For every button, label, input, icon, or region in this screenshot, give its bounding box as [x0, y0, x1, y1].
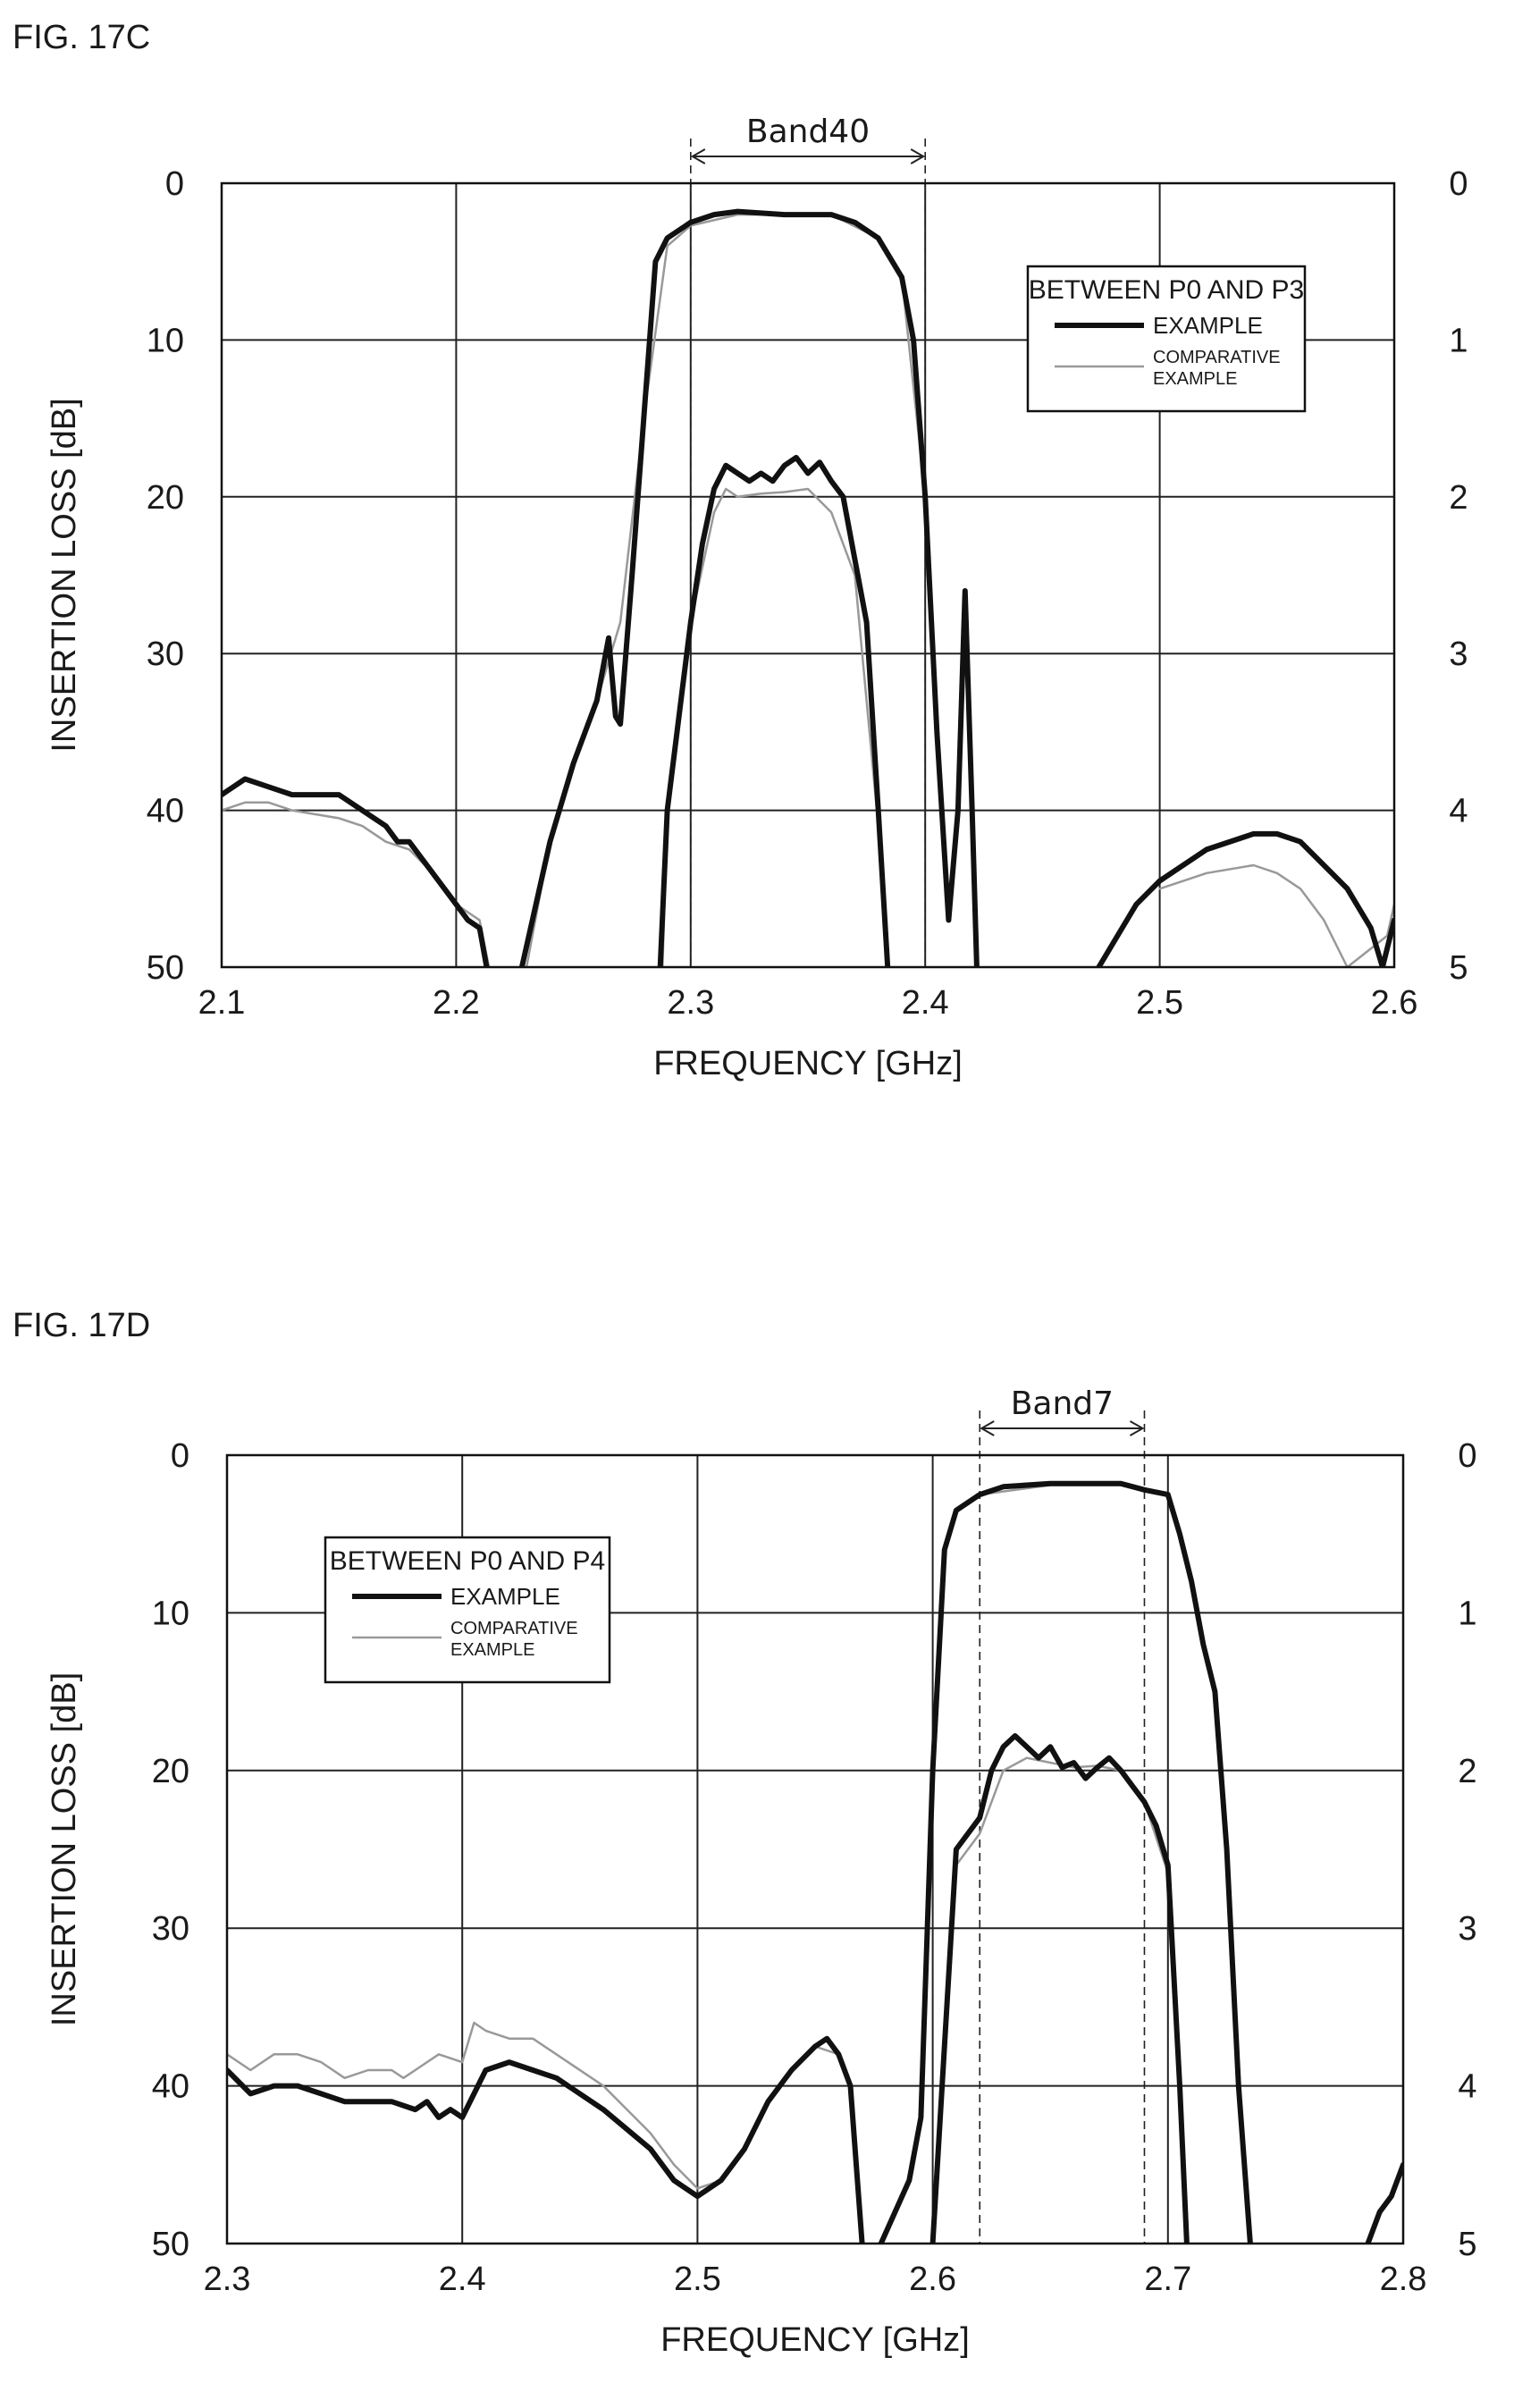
series-example-left-axis — [1096, 830, 1394, 967]
y-tick-label-right: 1 — [1449, 322, 1468, 359]
series-example-left-axis — [1365, 2161, 1403, 2244]
legend-label-comparative-line2: EXAMPLE — [450, 1640, 534, 1660]
series-example-left-axis — [518, 208, 980, 967]
y-tick-label-right: 5 — [1449, 949, 1468, 987]
y-axis-title: INSERTION LOSS [dB] — [46, 1672, 83, 2026]
x-tick-label: 2.6 — [909, 2261, 956, 2298]
y-axis-title: INSERTION LOSS [dB] — [46, 398, 83, 752]
series-example-right-axis — [657, 454, 891, 967]
y-tick-label-left: 30 — [147, 636, 184, 673]
plot-frame — [225, 1453, 1405, 2245]
series-example-right-axis — [929, 1733, 1190, 2244]
y-tick-label-right: 3 — [1458, 1910, 1476, 1948]
y-tick-label-right: 1 — [1458, 1595, 1476, 1632]
y-tick-label-right: 2 — [1458, 1753, 1476, 1790]
series-group — [227, 1480, 1403, 2244]
y-tick-label-left: 40 — [147, 793, 184, 830]
y-tick-label-left: 40 — [152, 2068, 189, 2106]
legend: BETWEEN P0 AND P3 EXAMPLE COMPARATIVE EXAMP… — [1026, 265, 1307, 413]
y-tick-label-right: 4 — [1449, 793, 1468, 830]
legend-box — [324, 1536, 611, 1684]
series-example-left-axis — [227, 2035, 865, 2244]
series-example-left-axis — [222, 776, 490, 967]
x-tick-label: 2.5 — [674, 2261, 721, 2298]
x-tick-label: 2.6 — [1371, 984, 1418, 1022]
x-tick-label: 2.3 — [667, 984, 714, 1022]
y-tick-label-right: 4 — [1458, 2068, 1476, 2106]
series-comparative-left-axis — [525, 213, 927, 967]
x-tick-label: 2.2 — [433, 984, 480, 1022]
legend-label-comparative-line2: EXAMPLE — [1153, 369, 1237, 389]
legend-label-example: EXAMPLE — [1153, 312, 1263, 339]
y-tick-label-right: 5 — [1458, 2226, 1476, 2263]
series-comparative-left-axis — [1158, 863, 1394, 967]
y-tick-label-right: 3 — [1449, 636, 1468, 673]
x-tick-label: 2.4 — [439, 2261, 486, 2298]
y-tick-label-left: 20 — [152, 1753, 189, 1790]
x-tick-label: 2.8 — [1380, 2261, 1427, 2298]
series-comparative-left-axis — [222, 801, 491, 967]
legend-box — [1026, 265, 1307, 413]
band-label: Band40 — [746, 114, 870, 150]
y-tick-label-left: 20 — [147, 479, 184, 517]
y-tick-label-left: 50 — [147, 949, 184, 987]
series-group — [222, 208, 1394, 967]
series-comparative-left-axis — [931, 1484, 1193, 1772]
x-tick-label: 2.3 — [204, 2261, 251, 2298]
x-axis-title: FREQUENCY [GHz] — [660, 2321, 970, 2359]
band-arrowhead-left — [690, 148, 706, 164]
x-tick-label: 2.7 — [1144, 2261, 1191, 2298]
x-tick-label: 2.4 — [902, 984, 949, 1022]
x-axis-title: FREQUENCY [GHz] — [653, 1045, 963, 1082]
figure-label: FIG. 17D — [13, 1307, 150, 1344]
band-arrowhead-left — [980, 1420, 995, 1436]
y-tick-label-right: 0 — [1449, 165, 1468, 203]
y-tick-label-right: 2 — [1449, 479, 1468, 517]
y-tick-label-left: 50 — [152, 2226, 189, 2263]
series-comparative-left-axis — [227, 2021, 840, 2190]
band-label: Band7 — [1011, 1385, 1114, 1422]
x-tick-label: 2.1 — [198, 984, 246, 1022]
plot-frame — [220, 181, 1396, 969]
legend-label-comparative-line1: COMPARATIVE — [1153, 348, 1281, 367]
legend: BETWEEN P0 AND P4 EXAMPLE COMPARATIVE EXAMP… — [324, 1536, 611, 1684]
y-tick-label-right: 0 — [1458, 1437, 1476, 1475]
band-arrowhead-right — [910, 148, 926, 164]
legend-label-example: EXAMPLE — [450, 1583, 560, 1610]
y-tick-label-left: 10 — [152, 1595, 189, 1632]
legend-title: BETWEEN P0 AND P3 — [1029, 275, 1304, 305]
y-tick-label-left: 0 — [165, 165, 184, 203]
y-tick-label-left: 10 — [147, 322, 184, 359]
legend-title: BETWEEN P0 AND P4 — [330, 1546, 605, 1576]
figure-label: FIG. 17C — [13, 19, 150, 56]
y-tick-label-left: 0 — [171, 1437, 189, 1475]
x-tick-label: 2.5 — [1136, 984, 1183, 1022]
band-arrowhead-right — [1129, 1420, 1145, 1436]
legend-label-comparative-line1: COMPARATIVE — [450, 1619, 578, 1638]
y-tick-label-left: 30 — [152, 1910, 189, 1948]
series-example-left-axis — [878, 1480, 1253, 2244]
